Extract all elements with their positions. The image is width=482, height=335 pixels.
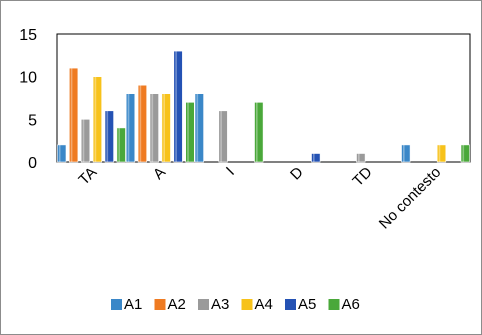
legend-swatch-a5 [285, 299, 296, 310]
bar-highlight [94, 76, 97, 162]
x-category-label: A [150, 164, 169, 183]
bar-a3-0 [80, 119, 91, 163]
bar-highlight [462, 144, 465, 162]
bar-highlight [187, 102, 189, 162]
y-tick-label: 15 [19, 27, 37, 44]
bar-highlight [438, 144, 441, 162]
bar-a6-1 [185, 102, 195, 163]
bar-a1-0 [57, 144, 67, 163]
bar-highlight [127, 93, 130, 162]
legend-label: A6 [342, 296, 360, 313]
legend-label: A2 [168, 296, 186, 313]
bar-highlight [70, 68, 73, 162]
bar-a6-2 [254, 102, 264, 163]
x-category-label: No contesto [376, 164, 445, 233]
legend-swatch-a3 [198, 299, 209, 310]
bar-a4-0 [92, 76, 102, 163]
bar-a2-0 [69, 67, 79, 163]
bar-highlight [256, 102, 258, 162]
bar-highlight [175, 51, 177, 162]
bar-a4-5 [436, 144, 447, 163]
bar-highlight [58, 144, 61, 162]
bar-a1-5 [401, 144, 411, 163]
y-axis: 0 5 10 15 [19, 27, 37, 172]
y-tick-label: 5 [28, 112, 37, 129]
bar-highlight [151, 93, 154, 162]
bar-a2-1 [137, 84, 148, 163]
bar-highlight [220, 110, 222, 162]
legend-label: A5 [298, 296, 316, 313]
bar-a1-2 [194, 93, 204, 163]
legend-swatch-a2 [154, 299, 166, 310]
legend: A1 A2 A3 A4 A5 A6 [111, 296, 360, 313]
bar-a5-1 [173, 50, 183, 163]
bar-a4-1 [161, 93, 171, 163]
x-axis: TA A I D TD No contesto [75, 164, 444, 233]
plot-border [56, 33, 471, 163]
legend-label: A3 [211, 296, 229, 313]
bar-a5-3 [311, 153, 321, 163]
bars-group [57, 50, 470, 163]
bar-highlight [403, 144, 405, 162]
bar-a5-0 [104, 110, 114, 163]
bar-highlight [82, 119, 85, 162]
x-category-label: TD [349, 164, 375, 190]
bar-a3-1 [149, 93, 159, 163]
bar-highlight [313, 153, 315, 162]
legend-swatch-a6 [328, 299, 340, 310]
bar-a3-2 [218, 110, 228, 163]
bar-a3-4 [356, 153, 366, 163]
legend-swatch-a4 [241, 299, 253, 310]
legend-label: A1 [124, 296, 142, 313]
bar-highlight [106, 110, 109, 162]
bar-highlight [358, 153, 360, 162]
bar-highlight [139, 85, 142, 162]
y-tick-label: 0 [28, 155, 37, 172]
bar-highlight [118, 127, 120, 162]
bar-highlight [163, 93, 165, 162]
bar-a1-1 [125, 93, 136, 163]
bar-a6-0 [116, 127, 126, 163]
plot-area [56, 33, 471, 163]
bar-highlight [196, 93, 199, 162]
bar-a6-5 [460, 144, 470, 163]
x-category-label: I [223, 164, 238, 179]
legend-label: A4 [255, 296, 273, 313]
legend-swatch-a1 [111, 299, 122, 310]
x-category-label: D [287, 164, 307, 184]
y-tick-label: 10 [19, 70, 37, 87]
x-category-label: TA [75, 164, 100, 189]
